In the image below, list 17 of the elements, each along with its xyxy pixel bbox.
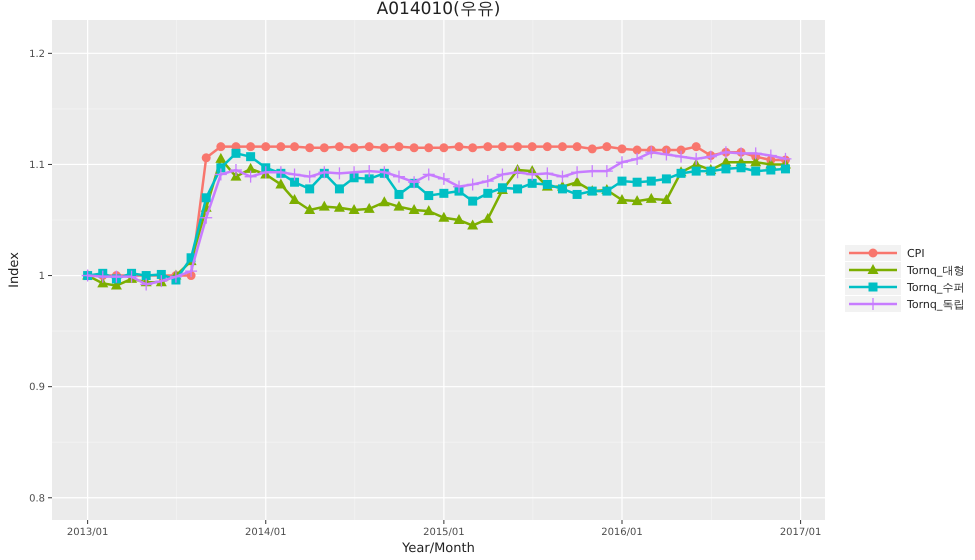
y-tick-label: 1.1 <box>29 160 45 171</box>
legend-label: Tornq_수퍼 <box>906 280 964 294</box>
legend-label: CPI <box>907 246 925 260</box>
y-tick-label: 1 <box>38 271 45 282</box>
x-tick-label: 2017/01 <box>780 527 822 538</box>
y-axis-title: Index <box>7 252 22 288</box>
x-tick-label: 2014/01 <box>244 527 287 538</box>
chart-title: A014010(우유) <box>376 0 500 19</box>
legend-label: Tornq_대형 <box>906 264 964 277</box>
x-tick-label: 2013/01 <box>66 527 108 538</box>
x-tick-label: 2016/01 <box>601 527 643 538</box>
x-tick-label: 2015/01 <box>423 527 465 538</box>
y-tick-label: 0.9 <box>29 382 45 394</box>
legend-label: Tornq_독립 <box>906 298 964 311</box>
y-tick-label: 0.8 <box>29 493 45 504</box>
y-tick-label: 1.2 <box>29 48 45 60</box>
x-axis-title: Year/Month <box>401 541 475 556</box>
